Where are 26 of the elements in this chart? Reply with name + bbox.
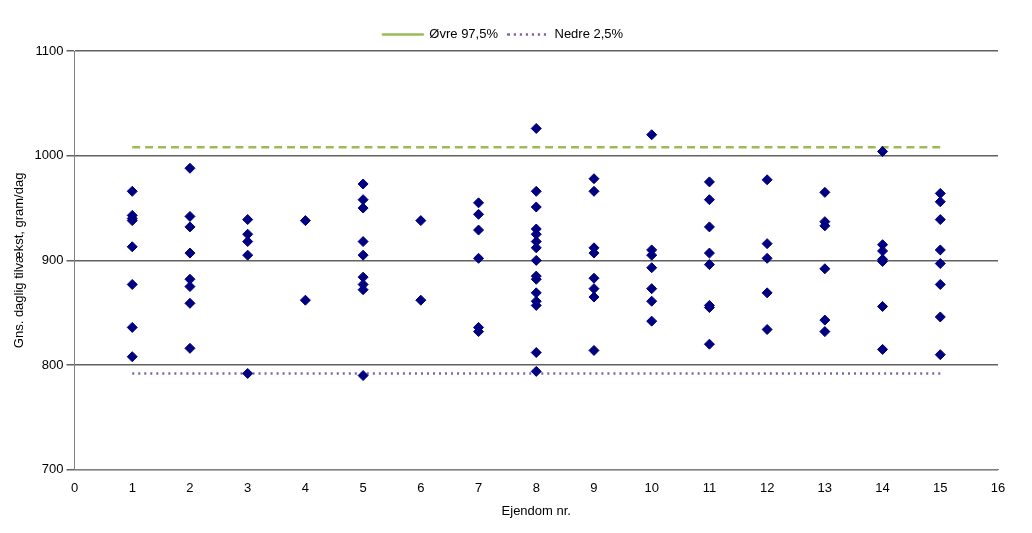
x-tick-label: 5 [359, 480, 367, 496]
x-tick-label: 16 [990, 480, 1006, 496]
legend-label: Nedre 2,5% [554, 26, 624, 42]
x-tick-label: 4 [301, 480, 310, 496]
y-axis-title: Gns. daglig tilvækst, gram/dag [11, 172, 27, 349]
x-tick-label: 9 [590, 480, 598, 496]
y-tick-label: 700 [41, 461, 64, 477]
legend-label: Øvre 97,5% [429, 26, 499, 42]
x-tick-label: 2 [186, 480, 194, 496]
x-tick-label: 3 [244, 480, 252, 496]
y-tick-label: 900 [41, 251, 64, 267]
x-tick-label: 15 [933, 480, 948, 496]
x-tick-label: 14 [875, 480, 890, 496]
x-axis-title: Ejendom nr. [501, 502, 571, 518]
x-tick-label: 7 [474, 480, 483, 496]
y-tick-label: 1000 [34, 147, 64, 163]
x-tick-label: 11 [702, 480, 717, 496]
x-tick-label: 0 [70, 480, 79, 496]
x-tick-label: 13 [817, 480, 833, 496]
y-tick-label: 800 [41, 356, 64, 372]
x-tick-label: 12 [759, 480, 775, 496]
x-tick-label: 6 [417, 480, 425, 496]
x-tick-label: 8 [532, 480, 540, 496]
x-tick-label: 10 [644, 480, 659, 496]
x-tick-label: 1 [128, 480, 136, 496]
y-tick-label: 1100 [35, 42, 64, 58]
